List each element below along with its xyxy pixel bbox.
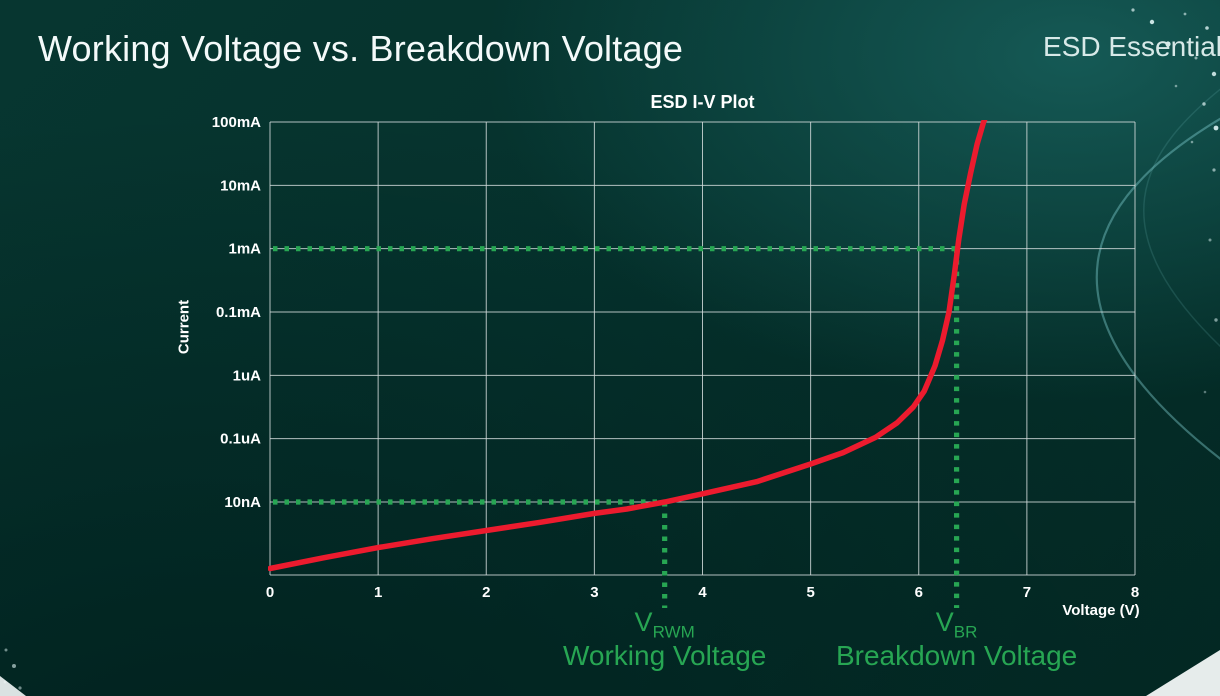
x-tick-label: 0 xyxy=(266,584,274,601)
vbr-symbol-sub: BR xyxy=(953,622,978,642)
y-tick-label: 1mA xyxy=(228,241,261,258)
x-tick-label: 1 xyxy=(374,584,382,601)
decorative-swoosh xyxy=(1095,117,1220,460)
vbr-caption: Breakdown Voltage xyxy=(835,640,1078,671)
x-tick-label: 8 xyxy=(1131,584,1139,601)
y-tick-label: 0.1mA xyxy=(216,304,261,321)
x-tick-label: 4 xyxy=(698,584,707,601)
brand-text: ESD Essential xyxy=(1043,31,1220,62)
x-tick-label: 6 xyxy=(915,584,923,601)
y-tick-label: 10mA xyxy=(220,177,261,194)
page-title: Working Voltage vs. Breakdown Voltage xyxy=(38,28,684,69)
x-axis-label: Voltage (V) xyxy=(1062,602,1140,619)
x-tick-label: 3 xyxy=(590,584,598,601)
chart-title: ESD I-V Plot xyxy=(650,92,755,112)
y-tick-label: 0.1uA xyxy=(220,431,261,448)
y-tick-label: 1uA xyxy=(233,367,262,384)
x-tick-label: 2 xyxy=(482,584,490,601)
corner-accent-right xyxy=(1146,650,1220,696)
sparkle-dots xyxy=(3,8,1219,690)
x-tick-label: 7 xyxy=(1023,584,1031,601)
vrwm-symbol-sub: RWM xyxy=(652,622,695,642)
y-tick-label: 10nA xyxy=(224,494,261,511)
vrwm-caption: Working Voltage xyxy=(562,640,767,671)
vbr-symbol: VBR xyxy=(936,607,978,642)
corner-accent-left xyxy=(0,676,26,696)
vrwm-symbol-main: V xyxy=(634,607,653,637)
y-axis-label: Current xyxy=(175,299,193,355)
decorative-swoosh-faint xyxy=(1143,88,1220,347)
vrwm-symbol: VRWM xyxy=(635,607,695,642)
vbr-symbol-main: V xyxy=(935,607,954,637)
y-tick-label: 100mA xyxy=(212,114,261,131)
iv-curve xyxy=(268,120,988,572)
x-tick-label: 5 xyxy=(806,584,814,601)
